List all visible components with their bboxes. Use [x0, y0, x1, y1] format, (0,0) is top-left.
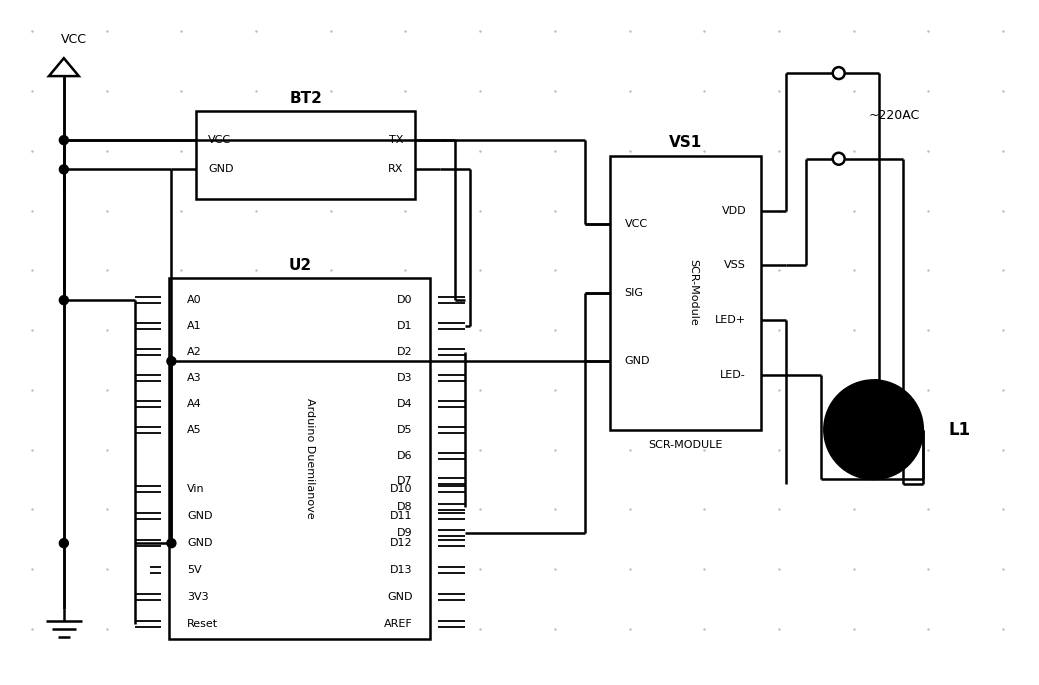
- Circle shape: [167, 538, 176, 548]
- Text: 3V3: 3V3: [187, 592, 209, 602]
- Text: VCC: VCC: [61, 33, 87, 46]
- Text: ~220AC: ~220AC: [869, 110, 920, 123]
- Text: GND: GND: [187, 511, 213, 521]
- Circle shape: [59, 136, 69, 145]
- Circle shape: [59, 296, 69, 305]
- Text: A3: A3: [187, 373, 202, 383]
- Text: RX: RX: [389, 164, 403, 175]
- Text: SCR-Module: SCR-Module: [688, 259, 698, 325]
- Circle shape: [824, 380, 924, 479]
- Text: D9: D9: [397, 528, 412, 538]
- Text: Arduino Duemilanove: Arduino Duemilanove: [304, 398, 315, 519]
- Text: LED+: LED+: [715, 315, 746, 325]
- Bar: [610, 155, 761, 429]
- Text: A2: A2: [187, 347, 203, 357]
- Text: GND: GND: [387, 592, 412, 602]
- Circle shape: [167, 357, 176, 366]
- Text: BT2: BT2: [290, 92, 322, 106]
- Text: Reset: Reset: [187, 619, 218, 629]
- Text: LED-: LED-: [720, 370, 746, 380]
- Text: Vin: Vin: [187, 484, 205, 495]
- Text: L1: L1: [949, 421, 970, 438]
- Text: D11: D11: [390, 511, 412, 521]
- Text: D5: D5: [397, 425, 412, 435]
- Text: VDD: VDD: [721, 206, 746, 216]
- Text: VCC: VCC: [208, 135, 232, 145]
- Text: 5V: 5V: [187, 565, 202, 575]
- Circle shape: [59, 165, 69, 174]
- Text: D3: D3: [397, 373, 412, 383]
- Text: TX: TX: [389, 135, 403, 145]
- Text: D4: D4: [397, 399, 412, 409]
- Text: GND: GND: [624, 356, 650, 366]
- Text: AREF: AREF: [383, 619, 412, 629]
- Text: D8: D8: [397, 502, 412, 512]
- Text: D10: D10: [390, 484, 412, 495]
- Text: SCR-MODULE: SCR-MODULE: [648, 440, 722, 449]
- Text: D12: D12: [390, 538, 412, 548]
- Text: VCC: VCC: [624, 219, 647, 229]
- Text: D1: D1: [397, 321, 412, 331]
- Text: D7: D7: [397, 477, 412, 486]
- Text: D2: D2: [397, 347, 412, 357]
- Circle shape: [832, 153, 845, 164]
- Circle shape: [59, 538, 69, 548]
- Text: GND: GND: [208, 164, 234, 175]
- Text: U2: U2: [289, 258, 312, 273]
- Text: SIG: SIG: [624, 288, 643, 298]
- Bar: [169, 278, 430, 639]
- Text: GND: GND: [187, 538, 213, 548]
- Text: D13: D13: [390, 565, 412, 575]
- Text: A1: A1: [187, 321, 202, 331]
- Text: VSS: VSS: [724, 260, 746, 271]
- Text: A0: A0: [187, 295, 202, 306]
- Bar: [196, 111, 416, 199]
- Text: VS1: VS1: [669, 136, 702, 150]
- Text: D6: D6: [397, 451, 412, 460]
- Circle shape: [832, 67, 845, 79]
- Text: A5: A5: [187, 425, 202, 435]
- Text: D0: D0: [397, 295, 412, 306]
- Text: A4: A4: [187, 399, 203, 409]
